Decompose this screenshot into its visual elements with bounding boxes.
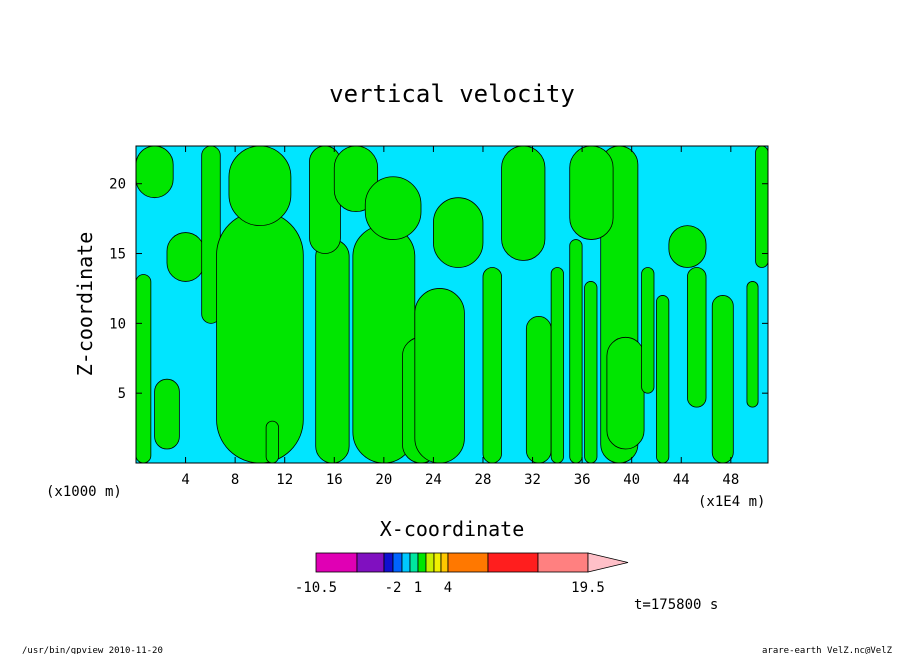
positive-region-24 — [641, 267, 655, 394]
positive-region-17 — [501, 146, 546, 261]
positive-region-20 — [569, 239, 583, 463]
x-tick-label: 4 — [181, 472, 189, 488]
colorbar-segment — [401, 552, 411, 573]
positive-region-32 — [136, 146, 174, 199]
x-axis-label: X-coordinate — [380, 517, 525, 541]
colorbar-tick-label: -10.5 — [295, 580, 337, 596]
colorbar-segment — [409, 552, 419, 573]
positive-region-25 — [656, 295, 670, 463]
positive-region-29 — [755, 146, 768, 268]
time-label: t=175800 s — [634, 597, 718, 613]
positive-region-5 — [216, 211, 304, 463]
colorbar-segment — [383, 552, 394, 573]
colorbar-tick-label: 19.5 — [571, 580, 605, 596]
positive-region-8 — [315, 239, 350, 463]
colorbar-segment — [425, 552, 435, 573]
positive-region-2 — [154, 378, 180, 450]
x-tick-label: 48 — [722, 472, 739, 488]
colorbar-segment — [447, 552, 489, 573]
positive-region-31 — [668, 225, 707, 268]
y-tick-label: 5 — [118, 386, 126, 402]
colorbar-segment — [392, 552, 403, 573]
footer-left: /usr/bin/gpview 2010-11-20 — [22, 646, 163, 654]
colorbar-tick-labels: -10.5 -2 1 4 19.5 — [295, 580, 605, 596]
positive-region-12 — [364, 176, 422, 240]
positive-region-6 — [228, 146, 292, 226]
colorbar — [315, 552, 629, 573]
y-tick-label: 10 — [109, 316, 126, 332]
positive-region-15 — [433, 197, 484, 268]
positive-velocity-regions — [136, 146, 768, 463]
colorbar-segment — [356, 552, 385, 573]
x-tick-label: 24 — [425, 472, 442, 488]
colorbar-segment — [537, 552, 589, 573]
plot-frame — [135, 145, 769, 464]
positive-region-1 — [136, 274, 152, 463]
colorbar-tick-label: 4 — [444, 580, 452, 596]
x-unit-right: (x1E4 m) — [698, 494, 765, 510]
x-tick-label: 32 — [524, 472, 541, 488]
positive-region-27 — [711, 295, 734, 463]
colorbar-segment — [417, 552, 427, 573]
x-unit-left: (x1000 m) — [46, 484, 122, 500]
positive-region-23 — [606, 336, 645, 450]
colorbar-segment — [315, 552, 358, 573]
positive-region-4 — [201, 146, 221, 324]
y-axis-ticks: 5 10 15 20 — [109, 177, 768, 402]
positive-region-28 — [746, 281, 759, 408]
x-tick-label: 28 — [475, 472, 492, 488]
positive-region-18 — [525, 315, 552, 463]
positive-region-3 — [166, 232, 205, 282]
x-tick-label: 44 — [673, 472, 690, 488]
x-tick-label: 8 — [231, 472, 239, 488]
colorbar-tick-label: -2 — [385, 580, 402, 596]
colorbar-extend-arrow — [587, 552, 629, 573]
y-tick-label: 15 — [109, 247, 126, 263]
x-tick-label: 36 — [574, 472, 591, 488]
x-tick-label: 16 — [326, 472, 343, 488]
positive-region-14 — [414, 288, 465, 463]
chart-title: vertical velocity — [329, 80, 575, 108]
x-axis-ticks: 4 8 12 16 20 24 28 32 36 40 44 48 — [181, 146, 739, 488]
positive-region-7 — [265, 420, 279, 463]
colorbar-segment — [440, 552, 449, 573]
x-tick-label: 12 — [276, 472, 293, 488]
y-axis-label: Z-coordinate — [73, 232, 97, 377]
positive-region-26 — [687, 267, 707, 408]
y-tick-label: 20 — [109, 177, 126, 193]
colorbar-tick-label: 1 — [414, 580, 422, 596]
positive-region-16 — [482, 267, 502, 463]
x-tick-label: 40 — [623, 472, 640, 488]
footer-right: arare-earth_VelZ.nc@VelZ — [762, 646, 893, 654]
positive-region-21 — [584, 281, 598, 463]
x-tick-label: 20 — [375, 472, 392, 488]
colorbar-segment — [487, 552, 539, 573]
plot-area — [136, 146, 768, 463]
colorbar-segment — [433, 552, 442, 573]
positive-region-19 — [550, 267, 564, 463]
positive-region-30 — [569, 146, 614, 240]
